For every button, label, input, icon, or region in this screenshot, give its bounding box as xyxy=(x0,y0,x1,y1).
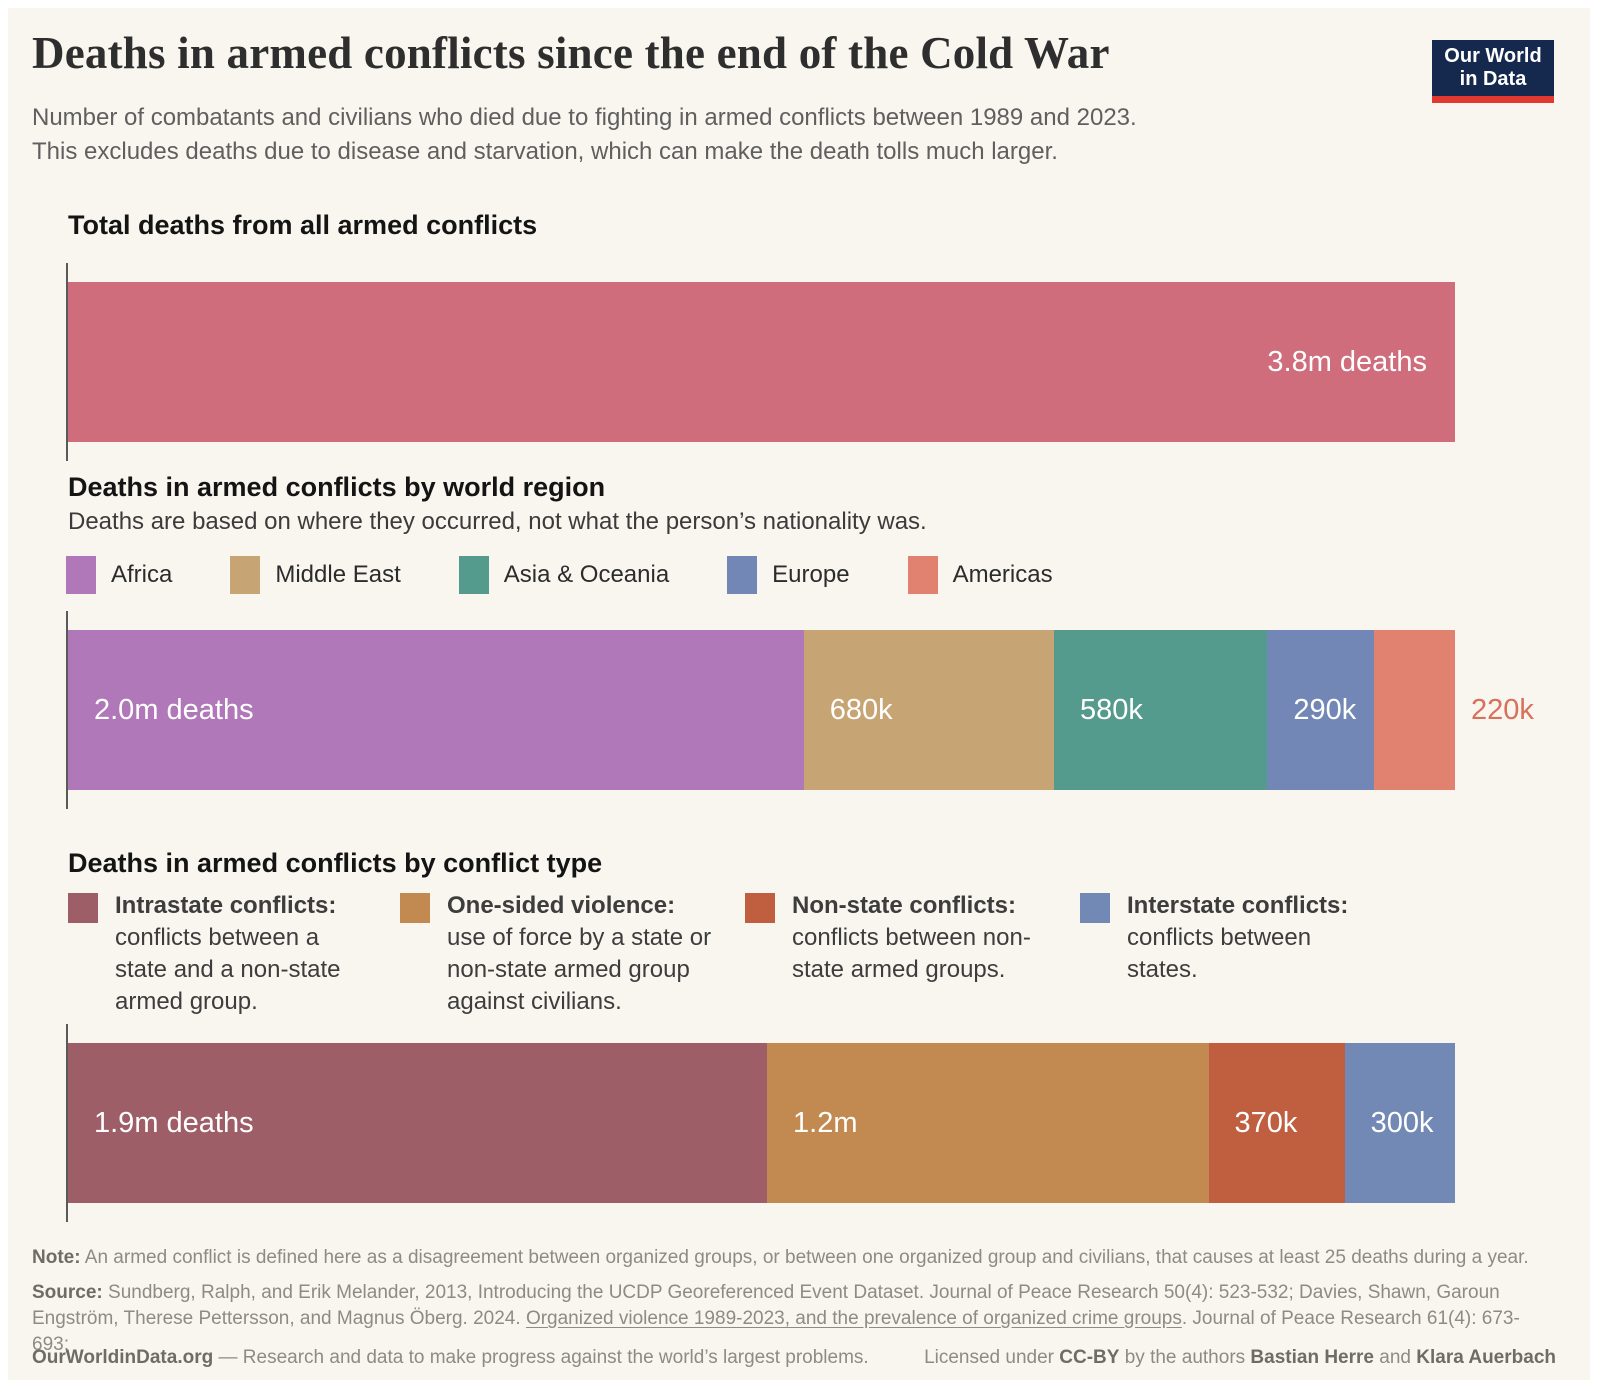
bar-value-label-interstate: 300k xyxy=(1370,1106,1434,1139)
owid-logo[interactable]: Our World in Data xyxy=(1432,40,1554,103)
legend-text-intrastate: Intrastate conflicts: conflicts between a… xyxy=(115,890,375,1018)
source-label: Source: xyxy=(32,1282,103,1303)
section-title-by-region: Deaths in armed conflicts by world regio… xyxy=(68,472,606,502)
legend-description-one-sided: use of force by a state or non-state arm… xyxy=(447,924,712,1015)
legend-block-interstate: Interstate conflicts: conflicts between s… xyxy=(1080,890,1558,1018)
legend-item-asia-oceania: Asia & Oceania xyxy=(458,556,670,594)
legend-text-interstate: Interstate conflicts: conflicts between s… xyxy=(1127,890,1375,986)
bar-segment-interstate: 300k xyxy=(1344,1043,1455,1203)
author-1: Bastian Herre xyxy=(1250,1347,1374,1368)
legend-block-one-sided: One-sided violence: use of force by a sta… xyxy=(400,890,745,1018)
legend-item-europe: Europe xyxy=(727,556,850,594)
bar-segment-intrastate: 1.9m deaths xyxy=(68,1043,768,1203)
bar-value-label-total: 3.8m deaths xyxy=(1267,345,1427,378)
legend-swatch-asia-oceania xyxy=(458,556,489,594)
legend-swatch-americas xyxy=(907,556,938,594)
footer-license: Licensed under CC-BY by the authors Bast… xyxy=(924,1347,1556,1369)
author-2: Klara Auerbach xyxy=(1416,1347,1556,1368)
region-bar-track: 2.0m deaths 680k 580k 290k xyxy=(68,630,1455,790)
legend-block-non-state: Non-state conflicts: conflicts between no… xyxy=(745,890,1080,1018)
source-link[interactable]: Organized violence 1989-2023, and the pr… xyxy=(525,1308,1182,1329)
footer-bottom-row: OurWorldinData.org — Research and data t… xyxy=(32,1347,1556,1369)
legend-swatch-intrastate xyxy=(68,893,98,923)
conflict-type-bar: 1.9m deaths 1.2m 370k 300k xyxy=(66,1024,1455,1222)
license-prefix: Licensed under xyxy=(924,1347,1060,1368)
bar-segment-total: 3.8m deaths xyxy=(68,282,1455,442)
bar-value-label-asia-oceania: 580k xyxy=(1079,693,1143,726)
section-subtitle-by-region: Deaths are based on where they occurred,… xyxy=(68,508,927,535)
total-deaths-bar: 3.8m deaths xyxy=(66,263,1455,461)
legend-label-europe: Europe xyxy=(772,561,850,588)
bar-segment-americas xyxy=(1374,630,1455,790)
total-deaths-bar-track: 3.8m deaths xyxy=(68,282,1455,442)
bar-segment-europe: 290k xyxy=(1267,630,1375,790)
owid-logo-line1: Our World xyxy=(1444,45,1542,67)
license-and: and xyxy=(1373,1347,1417,1368)
bar-segment-one-sided: 1.2m xyxy=(767,1043,1209,1203)
page-subtitle-line1: Number of combatants and civilians who d… xyxy=(32,104,1137,131)
legend-swatch-middle-east xyxy=(230,556,261,594)
footnote-label: Note: xyxy=(32,1247,81,1268)
owid-logo-line2: in Data xyxy=(1459,68,1527,90)
bar-value-label-middle-east: 680k xyxy=(829,693,893,726)
bar-segment-africa: 2.0m deaths xyxy=(68,630,804,790)
legend-swatch-europe xyxy=(727,556,758,594)
bar-segment-non-state: 370k xyxy=(1208,1043,1345,1203)
legend-text-non-state: Non-state conflicts: conflicts between no… xyxy=(792,890,1040,986)
bar-value-label-africa: 2.0m deaths xyxy=(94,693,254,726)
legend-name-non-state: Non-state conflicts: xyxy=(792,892,1017,919)
conflict-type-legend: Intrastate conflicts: conflicts between a… xyxy=(68,890,1558,1018)
bar-value-label-non-state: 370k xyxy=(1234,1106,1298,1139)
site-tagline: — Research and data to make progress aga… xyxy=(213,1347,869,1368)
bar-value-label-intrastate: 1.9m deaths xyxy=(94,1106,254,1139)
page-subtitle: Number of combatants and civilians who d… xyxy=(32,101,1392,169)
legend-item-americas: Americas xyxy=(907,556,1053,594)
region-legend: Africa Middle East Asia & Oceania Europe Ame… xyxy=(66,556,1053,594)
legend-text-one-sided: One-sided violence: use of force by a sta… xyxy=(447,890,721,1018)
bar-segment-asia-oceania: 580k xyxy=(1053,630,1268,790)
legend-swatch-non-state xyxy=(745,893,775,923)
legend-name-one-sided: One-sided violence: xyxy=(447,892,676,919)
legend-swatch-africa xyxy=(66,556,96,594)
legend-block-intrastate: Intrastate conflicts: conflicts between a… xyxy=(68,890,400,1018)
legend-item-middle-east: Middle East xyxy=(230,556,401,594)
legend-swatch-interstate xyxy=(1080,893,1110,923)
legend-name-intrastate: Intrastate conflicts: xyxy=(115,892,337,919)
source-text-before-link: Sundberg, Ralph, and Erik Melander, 2013… xyxy=(32,1282,1500,1329)
footnote: Note: An armed conflict is defined here … xyxy=(32,1245,1552,1271)
source-line: Source: Sundberg, Ralph, and Erik Meland… xyxy=(32,1280,1524,1358)
bar-value-label-americas: 220k xyxy=(1471,693,1534,726)
footer-site-tagline: OurWorldinData.org — Research and data t… xyxy=(32,1347,869,1369)
bar-value-label-one-sided: 1.2m xyxy=(793,1106,858,1139)
legend-label-asia-oceania: Asia & Oceania xyxy=(503,561,670,588)
page-title: Deaths in armed conflicts since the end … xyxy=(32,28,1110,78)
page-subtitle-line2: This excludes deaths due to disease and … xyxy=(32,138,1058,165)
legend-description-interstate: conflicts between states. xyxy=(1127,924,1312,983)
bar-segment-middle-east: 680k xyxy=(803,630,1054,790)
legend-description-intrastate: conflicts between a state and a non-stat… xyxy=(115,924,341,1015)
conflict-type-bar-track: 1.9m deaths 1.2m 370k 300k xyxy=(68,1043,1455,1203)
license-name: CC-BY xyxy=(1059,1347,1120,1368)
bar-value-label-europe: 290k xyxy=(1293,693,1357,726)
footnote-text: An armed conflict is defined here as a d… xyxy=(80,1247,1529,1268)
legend-swatch-one-sided xyxy=(400,893,430,923)
section-title-total-deaths: Total deaths from all armed conflicts xyxy=(68,210,538,240)
legend-label-middle-east: Middle East xyxy=(275,561,401,588)
region-bar: 2.0m deaths 680k 580k 290k 220k xyxy=(66,611,1534,809)
section-title-by-conflict-type: Deaths in armed conflicts by conflict ty… xyxy=(68,848,603,878)
legend-item-africa: Africa xyxy=(66,556,172,594)
legend-description-non-state: conflicts between non-state armed groups… xyxy=(792,924,1031,983)
license-mid: by the authors xyxy=(1119,1347,1251,1368)
legend-name-interstate: Interstate conflicts: xyxy=(1127,892,1349,919)
site-name: OurWorldinData.org xyxy=(32,1347,214,1368)
source-text-after-link: . Journal of Peace Research 61(4): 673-6… xyxy=(32,1308,1520,1355)
legend-label-africa: Africa xyxy=(111,561,173,588)
legend-label-americas: Americas xyxy=(952,561,1053,588)
